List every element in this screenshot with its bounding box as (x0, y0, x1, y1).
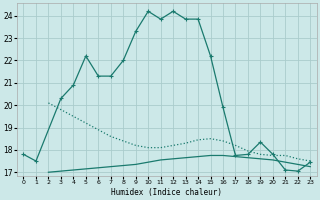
X-axis label: Humidex (Indice chaleur): Humidex (Indice chaleur) (111, 188, 222, 197)
